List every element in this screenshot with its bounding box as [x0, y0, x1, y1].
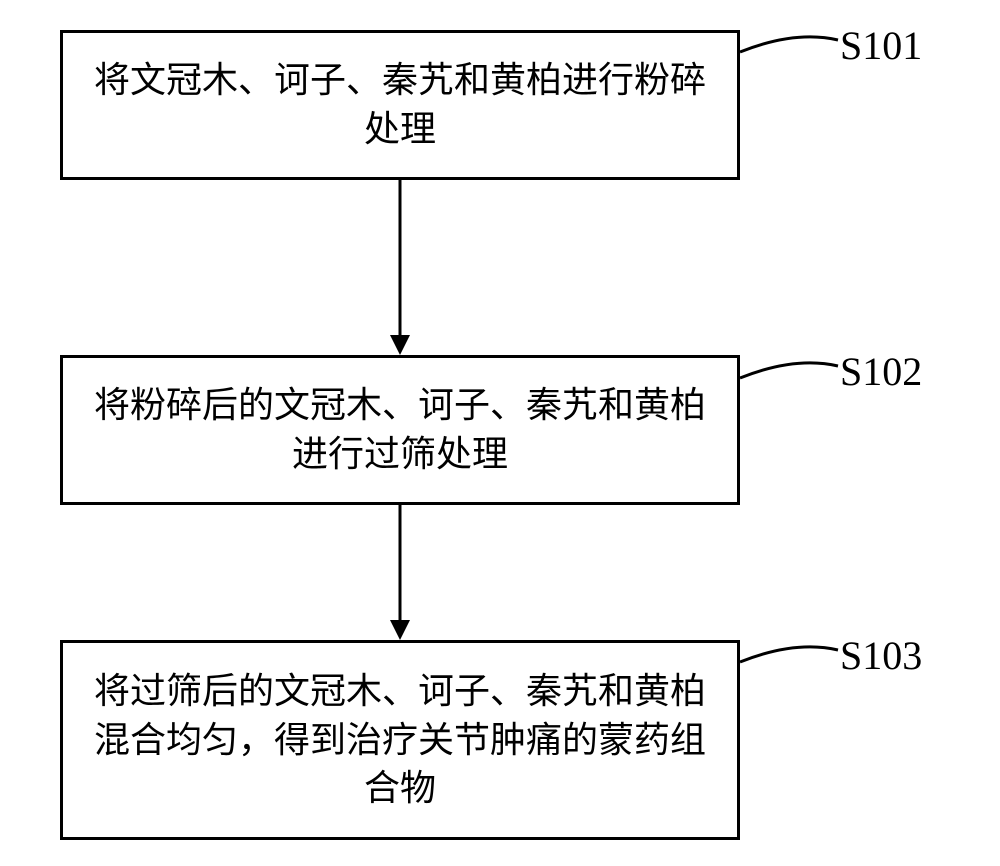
- step-text-s101: 将文冠木、诃子、秦艽和黄柏进行粉碎处理: [83, 56, 717, 153]
- step-label-s102: S102: [840, 348, 922, 395]
- step-label-s103: S103: [840, 632, 922, 679]
- step-box-s103: 将过筛后的文冠木、诃子、秦艽和黄柏混合均匀，得到治疗关节肿痛的蒙药组合物: [60, 640, 740, 840]
- step-label-s101: S101: [840, 22, 922, 69]
- step-text-s102: 将粉碎后的文冠木、诃子、秦艽和黄柏进行过筛处理: [83, 381, 717, 478]
- step-box-s101: 将文冠木、诃子、秦艽和黄柏进行粉碎处理: [60, 30, 740, 180]
- step-box-s102: 将粉碎后的文冠木、诃子、秦艽和黄柏进行过筛处理: [60, 355, 740, 505]
- step-text-s103: 将过筛后的文冠木、诃子、秦艽和黄柏混合均匀，得到治疗关节肿痛的蒙药组合物: [83, 667, 717, 813]
